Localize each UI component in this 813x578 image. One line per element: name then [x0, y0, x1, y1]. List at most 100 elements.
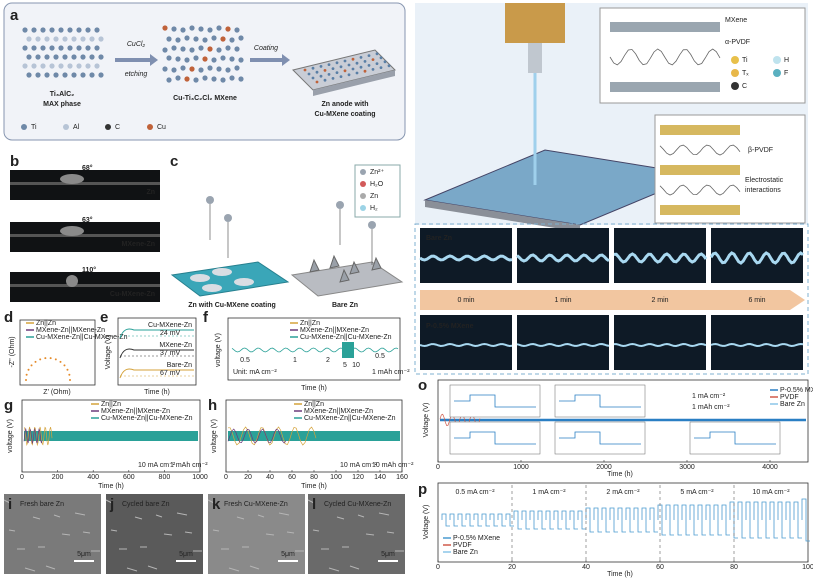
- atom: [166, 36, 172, 42]
- x-tick-label: 600: [123, 474, 135, 481]
- curve: [721, 504, 730, 536]
- x-tick-label: 0: [224, 474, 228, 481]
- interface: [614, 342, 707, 348]
- curve: [777, 501, 786, 539]
- x-tick-label: 120: [352, 474, 364, 481]
- image-title: Fresh Cu-MXene-Zn: [224, 501, 288, 508]
- curve: [521, 510, 530, 530]
- text: Bare Zn: [332, 302, 358, 309]
- legend-marker: [21, 124, 27, 130]
- atom: [62, 36, 68, 42]
- text: 5μm: [381, 551, 395, 558]
- atom: [22, 63, 28, 69]
- texture: [312, 529, 320, 532]
- time-label: 6 min: [748, 297, 765, 304]
- droplet: [60, 174, 84, 184]
- curve: [729, 501, 738, 539]
- atom: [335, 61, 339, 65]
- atom: [22, 27, 28, 33]
- atom: [375, 52, 379, 56]
- rate-label: 2: [326, 357, 330, 364]
- text: Coating: [254, 45, 278, 52]
- angle-label: 63°: [82, 216, 93, 224]
- text: 10 mAh cm⁻²: [372, 462, 414, 469]
- legend-entry: MXene-Zn||MXene-Zn: [36, 327, 105, 334]
- curve: [665, 504, 674, 536]
- atom: [193, 77, 199, 83]
- texture: [126, 567, 138, 572]
- legend-entry: Zn||Zn: [101, 401, 121, 408]
- legend-entry: C: [115, 124, 120, 131]
- deposit: [190, 274, 210, 282]
- texture: [278, 512, 290, 516]
- atom: [40, 45, 46, 51]
- sample-label: Zn: [146, 189, 155, 196]
- curve: [449, 513, 458, 527]
- texture: [257, 514, 265, 518]
- atom: [238, 35, 244, 41]
- atom: [335, 71, 339, 74]
- curve: [481, 513, 490, 527]
- atom: [80, 54, 86, 60]
- panel-box: [3, 2, 406, 141]
- texture: [336, 516, 345, 520]
- x-tick-label: 0: [20, 474, 24, 481]
- curve: [24, 426, 53, 447]
- polymer: [659, 184, 741, 196]
- y-axis-label: Voltage (V): [105, 335, 112, 370]
- x-axis-label: Z' (Ohm): [43, 389, 70, 396]
- atom: [238, 76, 244, 82]
- angle-label: 110°: [82, 266, 96, 274]
- panel-label: o: [418, 377, 427, 394]
- atom: [351, 67, 355, 71]
- atom: [307, 72, 311, 76]
- x-tick-label: 2000: [596, 464, 612, 471]
- texture: [184, 531, 193, 534]
- text: Bare Zn: [426, 235, 452, 242]
- curve: [769, 501, 778, 539]
- x-axis-label: Time (h): [607, 471, 633, 478]
- rate-label: 0.5 mA cm⁻²: [455, 489, 495, 496]
- time-label: 1 min: [554, 297, 571, 304]
- data-point: [49, 357, 52, 360]
- atom: [80, 72, 86, 78]
- legend-entry: C: [742, 83, 747, 90]
- atom: [207, 65, 213, 71]
- curve: [553, 510, 562, 530]
- atom: [49, 63, 55, 69]
- gap-label: 24 mV: [160, 330, 181, 337]
- atom: [229, 75, 235, 81]
- interface: [516, 253, 610, 263]
- dendrite: [349, 260, 360, 275]
- time-label: 0 min: [457, 297, 474, 304]
- atom: [189, 47, 195, 53]
- x-tick-label: 40: [582, 564, 590, 571]
- atom: [98, 54, 104, 60]
- legend-entry: PVDF: [780, 394, 799, 401]
- mxene-layer: [660, 205, 740, 215]
- text: MXene: [725, 17, 747, 24]
- panel-label: e: [100, 309, 108, 326]
- dendrite: [309, 258, 320, 273]
- legend-entry: Zn||Zn: [304, 401, 324, 408]
- texture: [365, 533, 375, 536]
- micrograph: [614, 315, 706, 370]
- curve: [689, 504, 698, 536]
- x-axis-label: Time (h): [144, 389, 170, 396]
- legend-entry: Bare Zn: [780, 401, 805, 408]
- atom: [355, 61, 359, 65]
- atom: [193, 36, 199, 42]
- atom: [49, 45, 55, 51]
- x-tick-label: 200: [52, 474, 64, 481]
- atom: [225, 67, 231, 73]
- text: MAX phase: [43, 101, 81, 108]
- curve: [569, 510, 578, 530]
- atom: [49, 27, 55, 33]
- atom: [211, 35, 217, 41]
- legend-entry: Zn: [370, 193, 378, 200]
- surface: [10, 284, 160, 287]
- atom: [67, 45, 73, 51]
- curve: [753, 501, 762, 539]
- legend-marker: [105, 124, 111, 130]
- atom: [35, 72, 41, 78]
